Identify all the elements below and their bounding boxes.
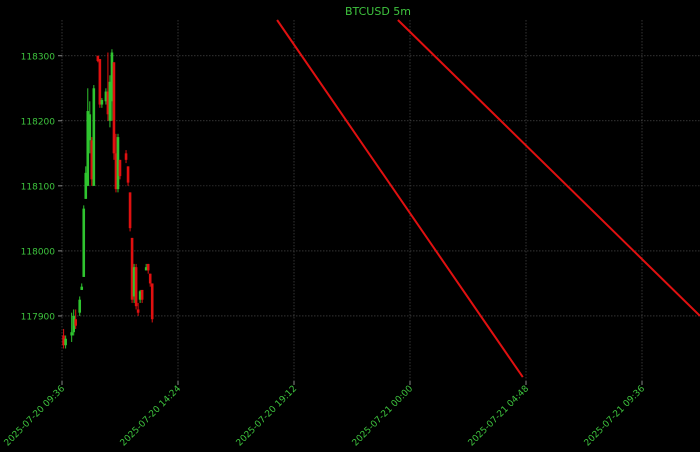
candle-body (80, 286, 84, 290)
candle-body (100, 100, 104, 105)
candle-body (62, 335, 65, 346)
candle-body (88, 114, 92, 141)
candle-body (130, 237, 134, 300)
candle (80, 283, 84, 290)
candle (144, 263, 148, 271)
y-tick-label: 118100 (21, 182, 56, 192)
trendline (397, 19, 700, 317)
candle-body (150, 283, 154, 320)
candle (136, 302, 140, 316)
candle-body (104, 91, 108, 102)
candle-body (78, 299, 82, 313)
trendlines (276, 19, 700, 378)
candle-body (132, 267, 136, 297)
candles (62, 49, 154, 349)
candle (78, 296, 82, 316)
candle (88, 101, 92, 154)
candle (74, 309, 77, 329)
candle-body (136, 309, 140, 313)
chart-title: BTCUSD 5m (345, 5, 411, 18)
candle-body (148, 273, 152, 284)
candle-body (84, 172, 88, 199)
candle-body (90, 140, 94, 180)
candle (96, 55, 100, 63)
candle-body (108, 81, 112, 121)
candle-body (128, 192, 132, 229)
candle-body (146, 263, 150, 271)
candle (148, 273, 152, 287)
candle-body (106, 91, 110, 115)
candle (64, 335, 67, 349)
candle (70, 312, 73, 342)
candle (140, 289, 144, 303)
candle-body (110, 52, 114, 102)
y-tick-label: 118000 (21, 247, 56, 257)
candle (72, 309, 75, 336)
candle (128, 192, 132, 232)
candle (112, 62, 116, 160)
candle-body (114, 153, 118, 190)
candle (118, 159, 122, 180)
candle (132, 263, 136, 303)
trendline (276, 19, 524, 378)
candle (100, 98, 104, 108)
y-tick-label: 118300 (21, 52, 56, 62)
candle-body (86, 111, 90, 186)
candle (62, 328, 65, 349)
candle-body (116, 137, 120, 190)
candle-body (70, 332, 73, 336)
candle (82, 205, 86, 277)
candle-body (96, 55, 100, 61)
candle (90, 137, 94, 186)
grid (61, 20, 700, 381)
candle-body (140, 289, 144, 300)
candle (150, 283, 154, 323)
candle-body (134, 267, 138, 307)
candle-body (126, 166, 130, 183)
candle (114, 133, 118, 193)
candle (126, 166, 130, 186)
candle (138, 289, 142, 303)
candle (86, 88, 90, 186)
candle-body (98, 59, 102, 105)
candle-body (144, 267, 148, 271)
candle (84, 166, 88, 199)
axes (58, 55, 643, 385)
candle (110, 49, 114, 121)
candle (124, 150, 128, 164)
candle-body (112, 62, 116, 154)
candle (92, 85, 96, 186)
candle-body (72, 315, 75, 333)
candle-body (74, 319, 77, 326)
y-tick-label: 117900 (21, 312, 56, 322)
candle (108, 75, 112, 128)
candle-body (118, 159, 122, 177)
candle-body (138, 291, 142, 300)
candle (134, 263, 138, 310)
candle-body (64, 338, 67, 346)
candle (116, 133, 120, 193)
candle-body (82, 208, 86, 277)
y-tick-label: 118200 (21, 117, 56, 127)
candle-body (124, 153, 128, 160)
candle (104, 88, 108, 105)
candle (98, 59, 102, 108)
candle (130, 237, 134, 303)
candle (106, 52, 110, 121)
candle (146, 263, 150, 274)
candle-body (92, 88, 96, 186)
